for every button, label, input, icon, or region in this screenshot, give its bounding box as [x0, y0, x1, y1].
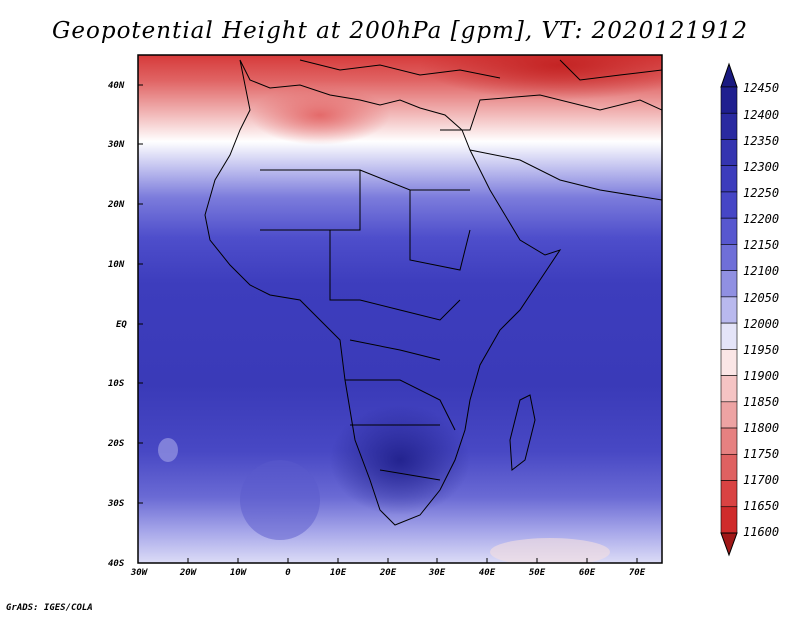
lat-tick-40n: 40N	[108, 81, 125, 91]
colorbar-label: 12000	[743, 317, 779, 331]
colorbar-bottom-arrow	[720, 532, 738, 557]
colorbar-label: 12200	[743, 212, 779, 226]
colorbar-label: 11800	[743, 421, 779, 435]
colorbar-swatch	[720, 112, 738, 140]
lon-tick-20w: 20W	[179, 568, 198, 578]
lon-tick-50e: 50E	[529, 568, 546, 578]
lat-tick-20s: 20S	[107, 439, 125, 449]
lon-tick-40e: 40E	[479, 568, 496, 578]
colorbar-swatch	[720, 191, 738, 219]
colorbar-swatch	[720, 349, 738, 376]
plot-frame	[137, 54, 663, 564]
lat-axis: 40N 30N 20N 10N EQ 10S 20S 30S 40S	[107, 81, 143, 569]
lat-tick-20n: 20N	[107, 200, 125, 210]
colorbar-label: 11950	[743, 343, 779, 357]
colorbar-label: 12150	[743, 238, 779, 252]
colorbar-swatch	[720, 506, 738, 534]
lat-tick-10n: 10N	[108, 260, 125, 270]
colorbar-label: 11700	[743, 473, 779, 487]
colorbar-swatch	[720, 296, 738, 324]
lat-tick-10s: 10S	[108, 379, 125, 389]
colorbar-label: 12450	[743, 81, 779, 95]
colorbar-swatch	[720, 165, 738, 193]
coastlines	[204, 59, 662, 526]
colorbar-label: 11600	[743, 525, 779, 539]
colorbar-label: 12100	[743, 264, 779, 278]
colorbar-label: 12300	[743, 160, 779, 174]
colorbar-swatch	[720, 217, 738, 245]
colorbar-swatch	[720, 375, 738, 403]
lon-tick-10w: 10W	[230, 568, 248, 578]
colorbar-label: 11750	[743, 447, 779, 461]
colorbar-label: 11650	[743, 499, 779, 513]
colorbar-swatch	[720, 86, 738, 114]
lon-tick-70e: 70E	[629, 568, 646, 578]
lon-axis: 30W 20W 10W 0 10E 20E 30E 40E 50E 60E 70…	[130, 558, 646, 578]
lat-tick-eq: EQ	[116, 320, 127, 330]
lon-tick-10e: 10E	[330, 568, 347, 578]
colorbar-swatch	[720, 270, 738, 298]
grads-credit: GrADS: IGES/COLA	[6, 603, 93, 613]
colorbar-swatch	[720, 480, 738, 508]
colorbar-labels: 12450 12400 12350 12300 12250 12200 1215…	[743, 81, 779, 539]
colorbar-label: 12250	[743, 186, 779, 200]
colorbar-label: 11900	[743, 369, 779, 383]
colorbar-label: 12050	[743, 291, 779, 305]
colorbar-swatch	[720, 322, 738, 350]
lon-tick-0: 0	[285, 568, 291, 578]
map-title: Geopotential Height at 200hPa [gpm], VT:…	[52, 18, 748, 44]
colorbar-swatch	[720, 453, 738, 481]
colorbar-swatch	[720, 427, 738, 455]
lat-tick-30n: 30N	[107, 140, 125, 150]
lat-tick-40s: 40S	[108, 559, 125, 569]
colorbar-label: 11850	[743, 395, 779, 409]
colorbar-swatch	[720, 244, 738, 271]
colorbar-swatch	[720, 401, 738, 429]
lon-tick-60e: 60E	[579, 568, 596, 578]
lon-tick-30w: 30W	[130, 568, 149, 578]
colorbar-label: 12400	[743, 108, 779, 122]
height-field	[138, 55, 662, 563]
lon-tick-20e: 20E	[379, 568, 397, 578]
colorbar	[720, 62, 738, 557]
colorbar-swatch	[720, 139, 738, 167]
lon-tick-30e: 30E	[428, 568, 446, 578]
colorbar-top-arrow	[720, 62, 738, 88]
lat-tick-30s: 30S	[107, 499, 125, 509]
colorbar-label: 12350	[743, 134, 779, 148]
